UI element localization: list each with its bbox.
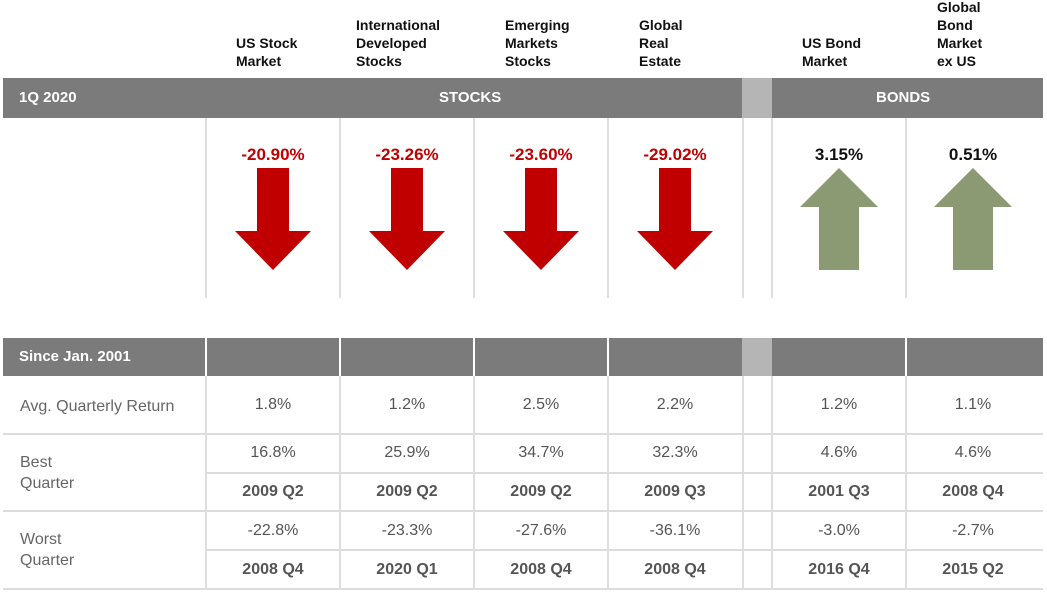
best-quarter-period-cell: 2009 Q3 — [644, 483, 706, 500]
best-quarter-period-cell: 2009 Q2 — [376, 483, 438, 500]
return-value-intl-developed: -23.26% — [375, 145, 439, 164]
period-bar: 1Q 2020 STOCKS BONDS — [3, 78, 1043, 118]
worst-quarter-period-cell: 2015 Q2 — [942, 561, 1004, 578]
best-quarter-cell: 32.3% — [652, 444, 698, 461]
down-arrow-icon — [503, 168, 579, 270]
column-header-global-bond: Global Bond Market ex US — [937, 0, 983, 69]
row-line — [207, 549, 1043, 551]
column-header-us-stock: US Stock Market — [236, 35, 298, 69]
down-arrow-icon — [637, 168, 713, 270]
best-quarter-cell: 16.8% — [250, 444, 296, 461]
avg-return-cell: 1.2% — [820, 396, 858, 413]
table-divider — [905, 376, 907, 590]
worst-quarter-cell: -22.8% — [247, 522, 299, 539]
worst-quarter-cell: -2.7% — [952, 522, 994, 539]
table-divider — [742, 376, 744, 590]
up-arrow-icon — [800, 168, 878, 270]
arrow-divider — [905, 118, 907, 298]
row-line — [3, 588, 1043, 590]
worst-quarter-cell: -3.0% — [818, 522, 860, 539]
table-divider — [473, 376, 475, 590]
worst-quarter-cell: -23.3% — [381, 522, 433, 539]
avg-return-cell: 1.2% — [388, 396, 426, 413]
since-bar-divider — [205, 338, 207, 376]
best-quarter-cell: 4.6% — [820, 444, 858, 461]
row-line — [3, 510, 1043, 512]
column-header-real-estate: Global Real Estate — [639, 17, 683, 69]
up-arrow-icon — [934, 168, 1012, 270]
table-divider — [205, 376, 207, 590]
arrow-divider — [771, 118, 773, 298]
since-bar-divider — [607, 338, 609, 376]
worst-quarter-cell: -27.6% — [515, 522, 567, 539]
since-bar-divider — [473, 338, 475, 376]
worst-quarter-period-cell: 2008 Q4 — [242, 561, 304, 578]
down-arrow-icon — [369, 168, 445, 270]
row-label-avg: Avg. Quarterly Return — [20, 398, 175, 415]
best-quarter-cell: 34.7% — [518, 444, 564, 461]
since-label: Since Jan. 2001 — [19, 348, 131, 365]
worst-quarter-period-cell: 2008 Q4 — [644, 561, 706, 578]
return-value-real-estate: -29.02% — [643, 145, 707, 164]
row-label-worst: Worst Quarter — [20, 531, 75, 569]
avg-return-cell: 1.8% — [254, 396, 292, 413]
best-quarter-period-cell: 2008 Q4 — [942, 483, 1004, 500]
return-value-emerging: -23.60% — [509, 145, 573, 164]
column-header-intl-developed: International Developed Stocks — [356, 17, 441, 69]
down-arrow-icon — [235, 168, 311, 270]
best-quarter-period-cell: 2001 Q3 — [808, 483, 870, 500]
worst-quarter-period-cell: 2008 Q4 — [510, 561, 572, 578]
return-value-us-stock: -20.90% — [241, 145, 305, 164]
return-value-global-bond: 0.51% — [948, 145, 998, 164]
since-bar-divider — [905, 338, 907, 376]
avg-return-cell: 2.5% — [522, 396, 560, 413]
row-line — [207, 472, 1043, 474]
table-divider — [607, 376, 609, 590]
best-quarter-period-cell: 2009 Q2 — [242, 483, 304, 500]
best-quarter-period-cell: 2009 Q2 — [510, 483, 572, 500]
column-header-us-bond: US Bond Market — [802, 35, 862, 69]
arrow-divider — [205, 118, 207, 298]
avg-return-cell: 1.1% — [954, 396, 992, 413]
since-bar-separator — [742, 338, 772, 376]
table-divider — [339, 376, 341, 590]
table-divider — [771, 376, 773, 590]
column-header-emerging: Emerging Markets Stocks — [505, 17, 570, 69]
avg-return-cell: 2.2% — [656, 396, 694, 413]
worst-quarter-cell: -36.1% — [649, 522, 701, 539]
worst-quarter-period-cell: 2016 Q4 — [808, 561, 870, 578]
arrow-divider — [607, 118, 609, 298]
arrow-divider — [742, 118, 744, 298]
best-quarter-cell: 4.6% — [954, 444, 992, 461]
stocks-group-label: STOCKS — [439, 89, 502, 106]
since-bar: Since Jan. 2001 — [3, 338, 1043, 376]
arrow-divider — [473, 118, 475, 298]
since-bar-divider — [339, 338, 341, 376]
row-line — [3, 433, 1043, 435]
period-label: 1Q 2020 — [19, 89, 77, 106]
return-value-us-bond: 3.15% — [814, 145, 864, 164]
row-label-best: Best Quarter — [20, 454, 75, 492]
best-quarter-cell: 25.9% — [384, 444, 430, 461]
bonds-group-label: BONDS — [876, 89, 931, 106]
group-separator — [742, 78, 772, 118]
arrow-divider — [339, 118, 341, 298]
worst-quarter-period-cell: 2020 Q1 — [376, 561, 438, 578]
